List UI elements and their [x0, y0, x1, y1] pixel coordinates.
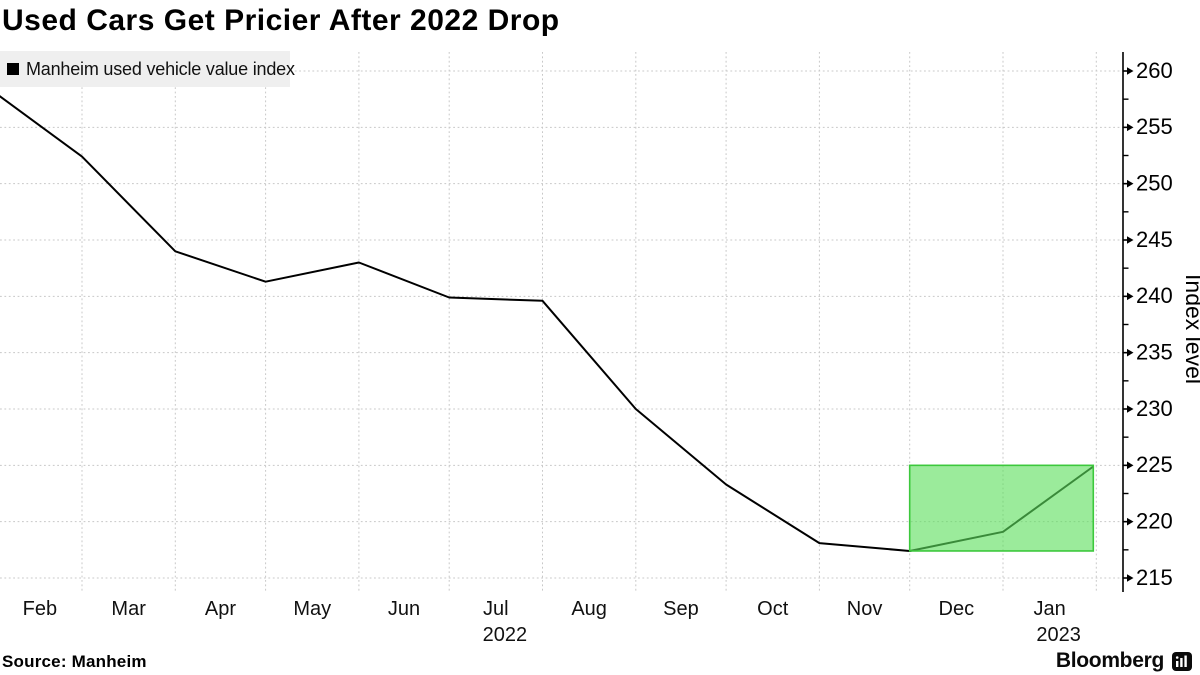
bloomberg-wordmark: Bloomberg [1055, 649, 1164, 672]
y-tick-label: 215 [1136, 565, 1173, 590]
y-tick-arrow-icon [1127, 179, 1134, 188]
x-month-label: Jun [388, 598, 420, 620]
x-month-label: Dec [939, 598, 975, 620]
x-month-label: Oct [757, 598, 789, 620]
y-tick-arrow-icon [1127, 123, 1134, 132]
y-tick-arrow-icon [1127, 574, 1134, 582]
y-tick-label: 235 [1136, 339, 1173, 364]
y-tick-label: 255 [1136, 114, 1173, 139]
x-month-label: Feb [23, 598, 57, 620]
y-tick-label: 225 [1136, 452, 1173, 477]
y-tick-arrow-icon [1127, 405, 1134, 413]
y-tick-label: 245 [1136, 227, 1173, 252]
legend: Manheim used vehicle value index [0, 51, 295, 87]
source-note: Source: Manheim [2, 652, 147, 671]
x-month-label: Apr [205, 598, 236, 620]
bloomberg-brand: Bloomberg [1056, 649, 1192, 673]
y-tick-arrow-icon [1127, 348, 1134, 357]
y-tick-arrow-icon [1127, 292, 1134, 301]
y-axis-title: Index level [1181, 274, 1200, 384]
legend-label: Manheim used vehicle value index [26, 58, 295, 79]
y-tick-arrow-icon [1127, 461, 1134, 470]
x-month-label: Nov [847, 598, 883, 620]
x-month-label: Jul [483, 598, 509, 620]
x-year-label: 2022 [483, 624, 528, 646]
chart-title: Used Cars Get Pricier After 2022 Drop [2, 4, 560, 37]
x-month-label: May [293, 598, 331, 620]
x-month-label: Sep [663, 598, 699, 620]
y-tick-label: 250 [1136, 170, 1173, 195]
y-tick-arrow-icon [1127, 67, 1134, 75]
highlight-box [908, 464, 1095, 552]
y-tick-label: 220 [1136, 508, 1173, 533]
y-tick-arrow-icon [1127, 517, 1134, 526]
y-tick-label: 240 [1136, 283, 1173, 308]
x-year-label: 2023 [1036, 624, 1081, 646]
x-month-label: Aug [571, 598, 607, 620]
y-tick-label: 230 [1136, 396, 1173, 421]
y-tick-arrow-icon [1127, 236, 1134, 244]
y-tick-label: 260 [1136, 58, 1173, 83]
x-month-label: Jan [1034, 598, 1066, 620]
x-month-label: Mar [111, 598, 146, 620]
legend-swatch-icon [7, 63, 19, 75]
bloomberg-logo-icon [1172, 651, 1192, 671]
